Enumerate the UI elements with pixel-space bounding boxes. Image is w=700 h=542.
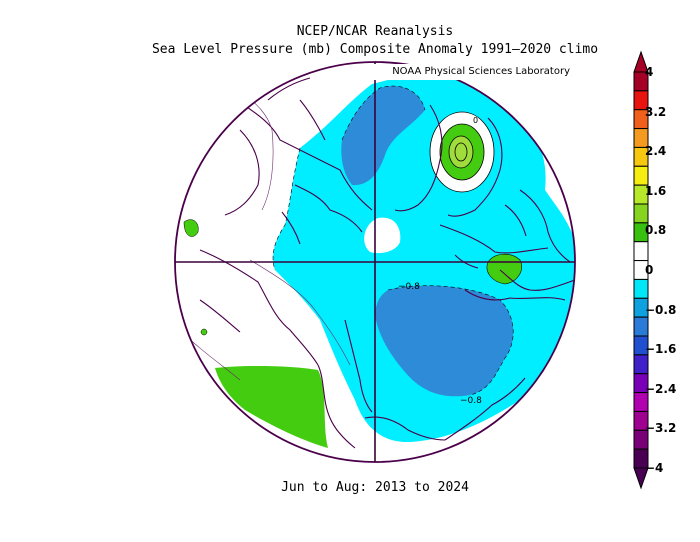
colorbar-tick-label: 1.6	[645, 183, 667, 198]
colorbar-swatch	[633, 278, 649, 299]
colorbar-tick-label: −2.4	[645, 381, 677, 396]
colorbar-tick-label: 0.8	[645, 223, 667, 238]
colorbar-tick-label: −4	[645, 461, 664, 475]
colorbar-tick-label: 2.4	[645, 144, 667, 159]
colorbar-bottom-arrow	[633, 467, 649, 490]
positive-anomaly-greenland-core	[448, 135, 474, 169]
period-caption: Jun to Aug: 2013 to 2024	[281, 480, 469, 495]
colorbar-swatch	[633, 165, 649, 186]
colorbar-tick-label: −3.2	[645, 421, 677, 436]
coastlines	[199, 77, 575, 449]
contour-label: −0.8	[398, 282, 420, 292]
contour-label: 0	[473, 116, 478, 125]
colorbar-tick-label: 3.2	[645, 104, 667, 119]
colorbar-tick-label: −0.8	[645, 302, 677, 317]
colorbar-tick-label: 4	[645, 65, 654, 79]
colorbar-swatch	[633, 316, 649, 337]
colorbar-tick-label: −1.6	[645, 342, 677, 357]
positive-anomaly-small	[183, 219, 199, 237]
colorbar-tick-label: 0	[645, 263, 654, 277]
contour-label: −0.8	[460, 396, 482, 406]
chart-subtitle: Sea Level Pressure (mb) Composite Anomal…	[151, 42, 599, 57]
neutral-pocket	[364, 217, 401, 254]
colorbar-swatch	[633, 354, 649, 375]
positive-anomaly-pacific	[215, 365, 328, 448]
negative-anomaly-region-siberia	[375, 285, 514, 397]
negative-anomaly-region-canada	[341, 86, 425, 186]
colorbar-swatch	[633, 203, 649, 224]
chart-title: NCEP/NCAR Reanalysis	[296, 24, 454, 39]
credit-label: NOAA Physical Sciences Laboratory	[360, 64, 574, 80]
colorbar-top-arrow	[633, 50, 649, 73]
colorbar-swatch	[633, 241, 649, 262]
